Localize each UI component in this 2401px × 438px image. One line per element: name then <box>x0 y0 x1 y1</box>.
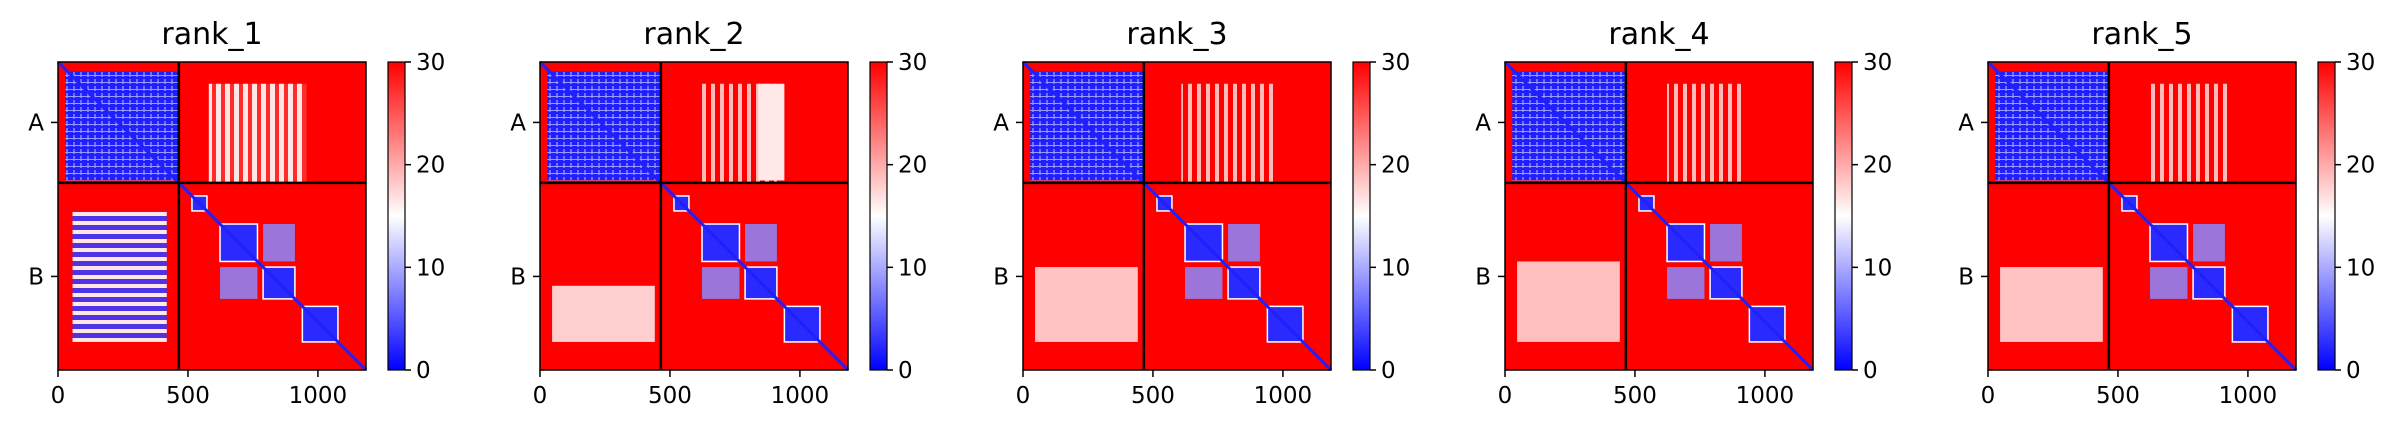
colorbar-tick-label: 30 <box>898 50 927 76</box>
heatmap-block-ab <box>1181 83 1275 183</box>
colorbar <box>1352 61 1371 371</box>
heatmap-block-ba <box>72 210 167 342</box>
colorbar-tick-label: 0 <box>898 358 913 384</box>
colorbar-tick-label: 30 <box>2346 50 2375 76</box>
y-tick-label: B <box>1475 264 1491 290</box>
heatmap-domain-contact <box>1667 267 1705 299</box>
heatmap-domain-contact <box>1228 224 1260 262</box>
x-tick-label: 0 <box>1981 383 1996 409</box>
colorbar-tick-label: 30 <box>416 50 445 76</box>
panel-5: rank_5 0 500 1000 A B 0 10 20 30 <box>1958 17 2375 409</box>
colorbar-tick-label: 20 <box>416 153 445 179</box>
x-tick-label: 1000 <box>771 383 830 409</box>
heatmap-diagonal <box>1986 60 2298 372</box>
heatmap-domain-contact <box>2193 224 2225 262</box>
heatmap-frame <box>1022 61 1332 371</box>
heatmap-diagonal <box>56 60 368 372</box>
heatmap-frame <box>1504 61 1814 371</box>
colorbar-tick-label: 10 <box>898 255 927 281</box>
heatmap-block-ba <box>1035 267 1138 342</box>
colorbar-tick-label: 30 <box>1381 50 1410 76</box>
colorbar-tick-label: 10 <box>1381 255 1410 281</box>
panel-title: rank_2 <box>643 17 744 52</box>
x-tick-label: 500 <box>2096 383 2140 409</box>
x-tick-label: 500 <box>166 383 210 409</box>
colorbar <box>1834 61 1853 371</box>
colorbar-tick-label: 10 <box>416 255 445 281</box>
x-tick-label: 500 <box>648 383 692 409</box>
heatmap-block-ab <box>1667 83 1742 183</box>
y-tick-label: A <box>1475 110 1491 136</box>
colorbar-tick-label: 20 <box>898 153 927 179</box>
heatmap-diagonal <box>538 60 850 372</box>
x-tick-label: 0 <box>1498 383 1513 409</box>
heatmap-block-ab <box>2150 83 2229 183</box>
colorbar <box>2317 61 2336 371</box>
heatmap-domain-contact <box>745 224 777 262</box>
x-tick-label: 1000 <box>2219 383 2278 409</box>
heatmap-domain-contact <box>2150 267 2188 299</box>
panel-title: rank_5 <box>2091 17 2192 52</box>
heatmap-block-ba <box>1517 261 1620 342</box>
heatmap-domain-contact <box>1710 224 1742 262</box>
y-tick-label: A <box>28 110 44 136</box>
x-tick-label: 0 <box>533 383 548 409</box>
y-tick-label: B <box>510 264 526 290</box>
colorbar-tick-label: 0 <box>1381 358 1396 384</box>
x-tick-label: 0 <box>1016 383 1031 409</box>
x-tick-label: 0 <box>51 383 66 409</box>
x-tick-label: 500 <box>1131 383 1175 409</box>
colorbar-tick-label: 10 <box>1863 255 1892 281</box>
panel-2: rank_2 0 500 1000 A B 0 10 20 30 <box>510 17 927 409</box>
panel-title: rank_3 <box>1126 17 1227 52</box>
y-tick-label: B <box>993 264 1009 290</box>
heatmap-diagonal <box>1021 60 1333 372</box>
x-tick-label: 1000 <box>1254 383 1313 409</box>
heatmap-block-ba <box>2000 267 2103 342</box>
panel-3: rank_3 0 500 1000 A B 0 10 20 30 <box>993 17 1410 409</box>
colorbar-tick-label: 0 <box>416 358 431 384</box>
x-tick-label: 1000 <box>1736 383 1795 409</box>
panel-1: rank_1 0 500 1000 A B 0 10 20 30 <box>28 17 445 409</box>
heatmap-frame <box>1987 61 2297 371</box>
colorbar-tick-label: 0 <box>2346 358 2361 384</box>
heatmap-block-ab-hotspot <box>758 83 785 181</box>
y-tick-label: A <box>993 110 1009 136</box>
colorbar-tick-label: 10 <box>2346 255 2375 281</box>
heatmap-frame <box>539 61 849 371</box>
heatmap-block-ab <box>208 83 307 183</box>
y-tick-label: B <box>1958 264 1974 290</box>
colorbar <box>869 61 888 371</box>
panel-4: rank_4 0 500 1000 A B 0 10 20 30 <box>1475 17 1892 409</box>
y-tick-label: B <box>28 264 44 290</box>
heatmap-domain-contact <box>263 224 295 262</box>
y-tick-label: A <box>510 110 526 136</box>
colorbar-tick-label: 20 <box>2346 153 2375 179</box>
panel-title: rank_1 <box>161 17 262 52</box>
y-tick-label: A <box>1958 110 1974 136</box>
heatmap-diagonal <box>1503 60 1815 372</box>
colorbar-tick-label: 0 <box>1863 358 1878 384</box>
heatmap-block-ba <box>552 285 655 342</box>
heatmap-domain-contact <box>220 267 258 299</box>
colorbar <box>387 61 406 371</box>
colorbar-tick-label: 30 <box>1863 50 1892 76</box>
colorbar-tick-label: 20 <box>1863 153 1892 179</box>
heatmap-domain-contact <box>702 267 740 299</box>
heatmap-domain-contact <box>1185 267 1223 299</box>
heatmap-frame <box>57 61 367 371</box>
x-tick-label: 1000 <box>289 383 348 409</box>
panel-title: rank_4 <box>1608 17 1709 52</box>
x-tick-label: 500 <box>1613 383 1657 409</box>
colorbar-tick-label: 20 <box>1381 153 1410 179</box>
